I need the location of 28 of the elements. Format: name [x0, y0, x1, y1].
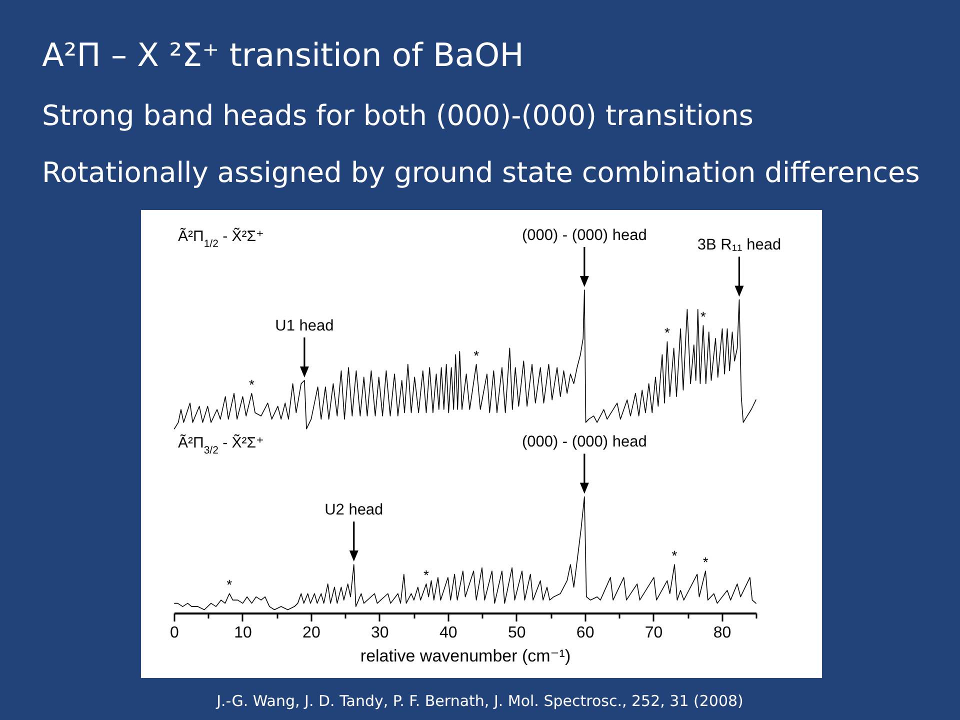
- annotation: *: [226, 576, 233, 593]
- annotation: *: [672, 548, 678, 564]
- annotation: Ã²Π$_{3/2}$ - X̃²Σ⁺: [178, 434, 264, 457]
- annotation: (000) - (000) head: [522, 434, 647, 451]
- annotation: *: [248, 376, 255, 392]
- x-tick-label: 50: [508, 624, 526, 642]
- annotation: *: [700, 308, 706, 325]
- annotation: *: [664, 324, 670, 341]
- annotation: *: [702, 554, 709, 570]
- annotation: *: [424, 566, 430, 583]
- annotation: U2 head: [324, 502, 384, 519]
- annotation: (000) - (000) head: [522, 227, 647, 244]
- x-tick-label: 80: [713, 624, 732, 642]
- x-tick-label: 0: [170, 624, 180, 642]
- x-tick-label: 40: [439, 624, 458, 642]
- x-tick-label: 70: [644, 624, 663, 642]
- text: J.-G. Wang, J. D. Tandy, P. F. Bernath, J. Mol. Spectrosc., 252, 31 (2008): [214, 691, 744, 711]
- annotation: *: [474, 347, 480, 364]
- chart-subtitle: Strong band heads for both (000)-(000) transitions Rotationally assigned by ground state combination differences: [42, 98, 920, 191]
- x-tick-label: 30: [371, 624, 389, 642]
- x-tick-label: 20: [302, 624, 320, 642]
- x-tick-label: 60: [576, 624, 594, 642]
- x-tick-label: 10: [234, 624, 252, 642]
- chart-title: A²Π – X ²Σ⁺ transition of BaOH: [42, 36, 525, 74]
- text: Ã²Π$_{1/2}$ - X̃²Σ⁺: [178, 227, 264, 250]
- x-axis-title: relative wavenumber (cm⁻¹): [360, 646, 571, 666]
- annotation: U1 head: [275, 317, 334, 334]
- annotation: 3B R₁₁ head: [697, 236, 782, 254]
